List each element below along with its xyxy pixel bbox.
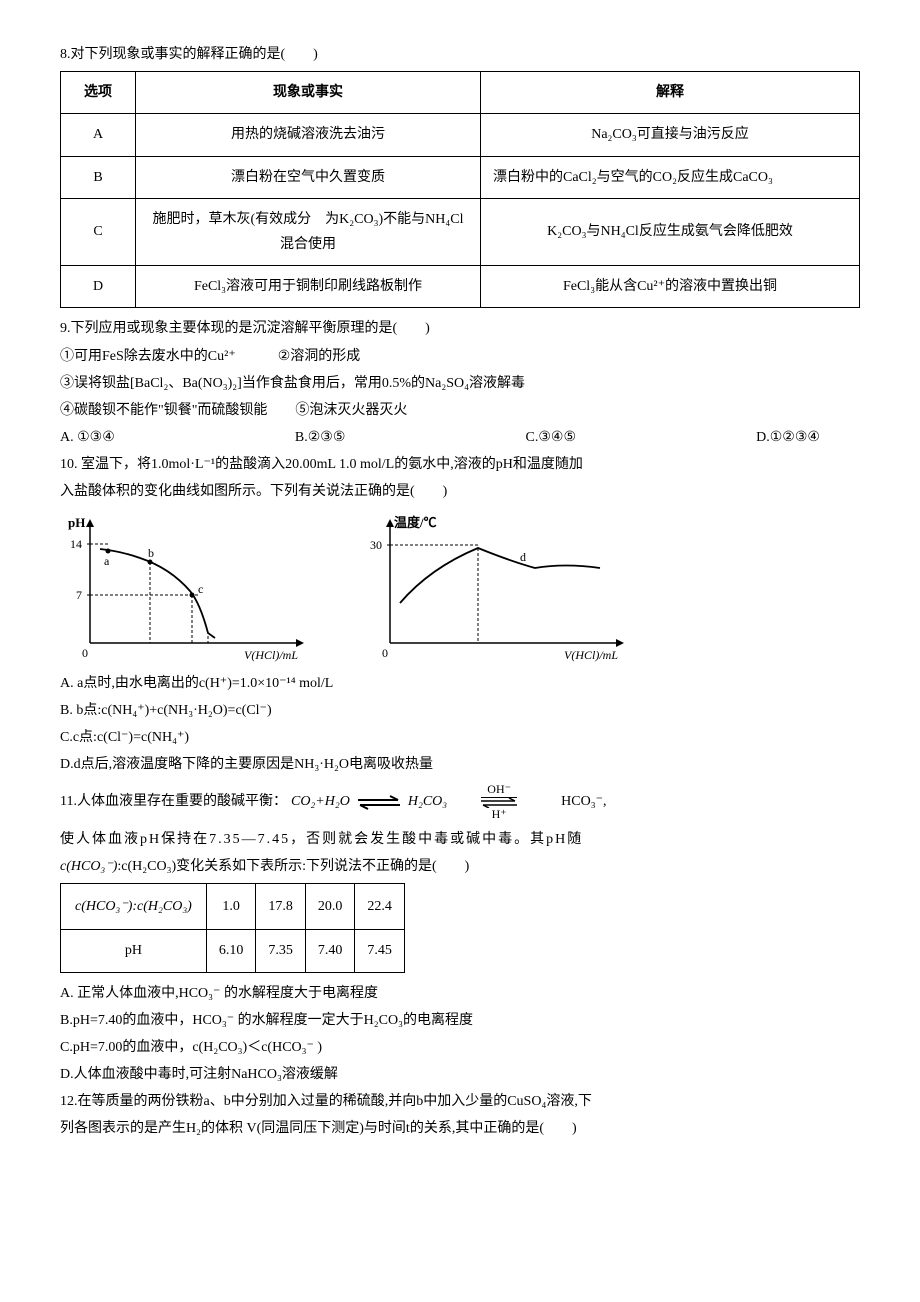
svg-text:0: 0 [82,646,88,660]
q10-graphs: pH 14 7 0 V(HCl)/mL a b c 温度/℃ 30 0 V(HC… [60,513,860,663]
q9-item2: ③误将钡盐[BaCl₂、Ba(NO₃)₂]当作食盐食用后，常用0.5%的Na₂S… [60,371,860,396]
q10-stem2: 入盐酸体积的变化曲线如图所示。下列有关说法正确的是( ) [60,479,860,504]
q10-graph-temp: 温度/℃ 30 0 V(HCl)/mL d [360,513,640,663]
q9-item1: ①可用FeS除去废水中的Cu²⁺ ②溶洞的形成 [60,344,860,369]
q9-optD: D.①②③④ [756,425,820,450]
q9-item3: ④碳酸钡不能作"钡餐"而硫酸钡能 ⑤泡沫灭火器灭火 [60,398,860,423]
q9-optB: B.②③⑤ [295,425,346,450]
q12-stem1: 12.在等质量的两份铁粉a、b中分别加入过量的稀硫酸,并向b中加入少量的CuSO… [60,1089,860,1114]
svg-text:温度/℃: 温度/℃ [394,515,437,530]
svg-text:b: b [148,546,154,560]
q8-stem: 8.对下列现象或事实的解释正确的是( ) [60,42,860,67]
svg-text:0: 0 [382,646,388,660]
svg-text:pH: pH [68,515,85,530]
q9-optA: A. ①③④ [60,425,115,450]
svg-text:d: d [520,550,526,564]
q8-h1: 现象或事实 [136,72,481,114]
q11-stem-eq: 11.人体血液里存在重要的酸碱平衡： CO₂+H₂O H₂CO₃ OH⁻ H⁺ … [60,783,860,820]
q11-t-r1l: c(HCO₃⁻):c(H₂CO₃) [61,884,207,930]
q10-graph-ph: pH 14 7 0 V(HCl)/mL a b c [60,513,320,663]
q11-t-r2l: pH [61,930,207,972]
q9-stem: 9.下列应用或现象主要体现的是沉淀溶解平衡原理的是( ) [60,316,860,341]
q10-stem1: 10. 室温下，将1.0mol·L⁻¹的盐酸滴入20.00mL 1.0 mol/… [60,452,860,477]
q11-eq-right: HCO₃⁻, [561,789,606,814]
svg-text:7: 7 [76,588,82,602]
q11-eq-mid: H₂CO₃ [408,789,447,814]
table-row: A 用热的烧碱溶液洗去油污 Na₂CO₃可直接与油污反应 [61,114,860,156]
q8-h0: 选项 [61,72,136,114]
svg-text:14: 14 [70,537,82,551]
q11-stem-a: 11.人体血液里存在重要的酸碱平衡： [60,789,287,814]
q10-optB: B. b点:c(NH₄⁺)+c(NH₃·H₂O)=c(Cl⁻) [60,698,860,723]
q11-table: c(HCO₃⁻):c(H₂CO₃) 1.0 17.8 20.0 22.4 pH … [60,883,405,972]
q11-arrow-labeled: OH⁻ H⁺ [479,783,519,820]
svg-text:c: c [198,582,203,596]
q10-optC: C.c点:c(Cl⁻)=c(NH₄⁺) [60,725,860,750]
q11-stem-c: c(HCO₃⁻):c(H₂CO₃)变化关系如下表所示:下列说法不正确的是( ) [60,854,860,879]
q9-optC: C.③④⑤ [526,425,577,450]
q8-h2: 解释 [481,72,860,114]
q11-optC: C.pH=7.00的血液中，c(H₂CO₃)＜c(HCO₃⁻ ) [60,1035,860,1060]
q10-optD: D.d点后,溶液温度略下降的主要原因是NH₃·H₂O电离吸收热量 [60,752,860,777]
q11-stem-b: 使人体血液pH保持在7.35—7.45，否则就会发生酸中毒或碱中毒。其pH随 [60,827,860,852]
table-row: B 漂白粉在空气中久置变质 漂白粉中的CaCl₂与空气的CO₂反应生成CaCO₃ [61,156,860,198]
svg-text:V(HCl)/mL: V(HCl)/mL [564,648,618,662]
q11-optD: D.人体血液酸中毒时,可注射NaHCO₃溶液缓解 [60,1062,860,1087]
equilibrium-arrow-icon [354,793,404,811]
svg-text:a: a [104,554,110,568]
q11-optB: B.pH=7.40的血液中，HCO₃⁻ 的水解程度一定大于H₂CO₃的电离程度 [60,1008,860,1033]
q11-eq-left: CO₂+H₂O [291,789,350,814]
q12-stem2: 列各图表示的是产生H₂的体积 V(同温同压下测定)与时间t的关系,其中正确的是(… [60,1116,860,1141]
table-row: C 施肥时，草木灰(有效成分 为K₂CO₃)不能与NH₄Cl混合使用 K₂CO₃… [61,198,860,265]
table-row: D FeCl₃溶液可用于铜制印刷线路板制作 FeCl₃能从含Cu²⁺的溶液中置换… [61,266,860,308]
q10-optA: A. a点时,由水电离出的c(H⁺)=1.0×10⁻¹⁴ mol/L [60,671,860,696]
svg-text:30: 30 [370,538,382,552]
q11-optA: A. 正常人体血液中,HCO₃⁻ 的水解程度大于电离程度 [60,981,860,1006]
q9-options: A. ①③④ B.②③⑤ C.③④⑤ D.①②③④ [60,425,860,450]
q8-table: 选项 现象或事实 解释 A 用热的烧碱溶液洗去油污 Na₂CO₃可直接与油污反应… [60,71,860,308]
svg-text:V(HCl)/mL: V(HCl)/mL [244,648,298,662]
